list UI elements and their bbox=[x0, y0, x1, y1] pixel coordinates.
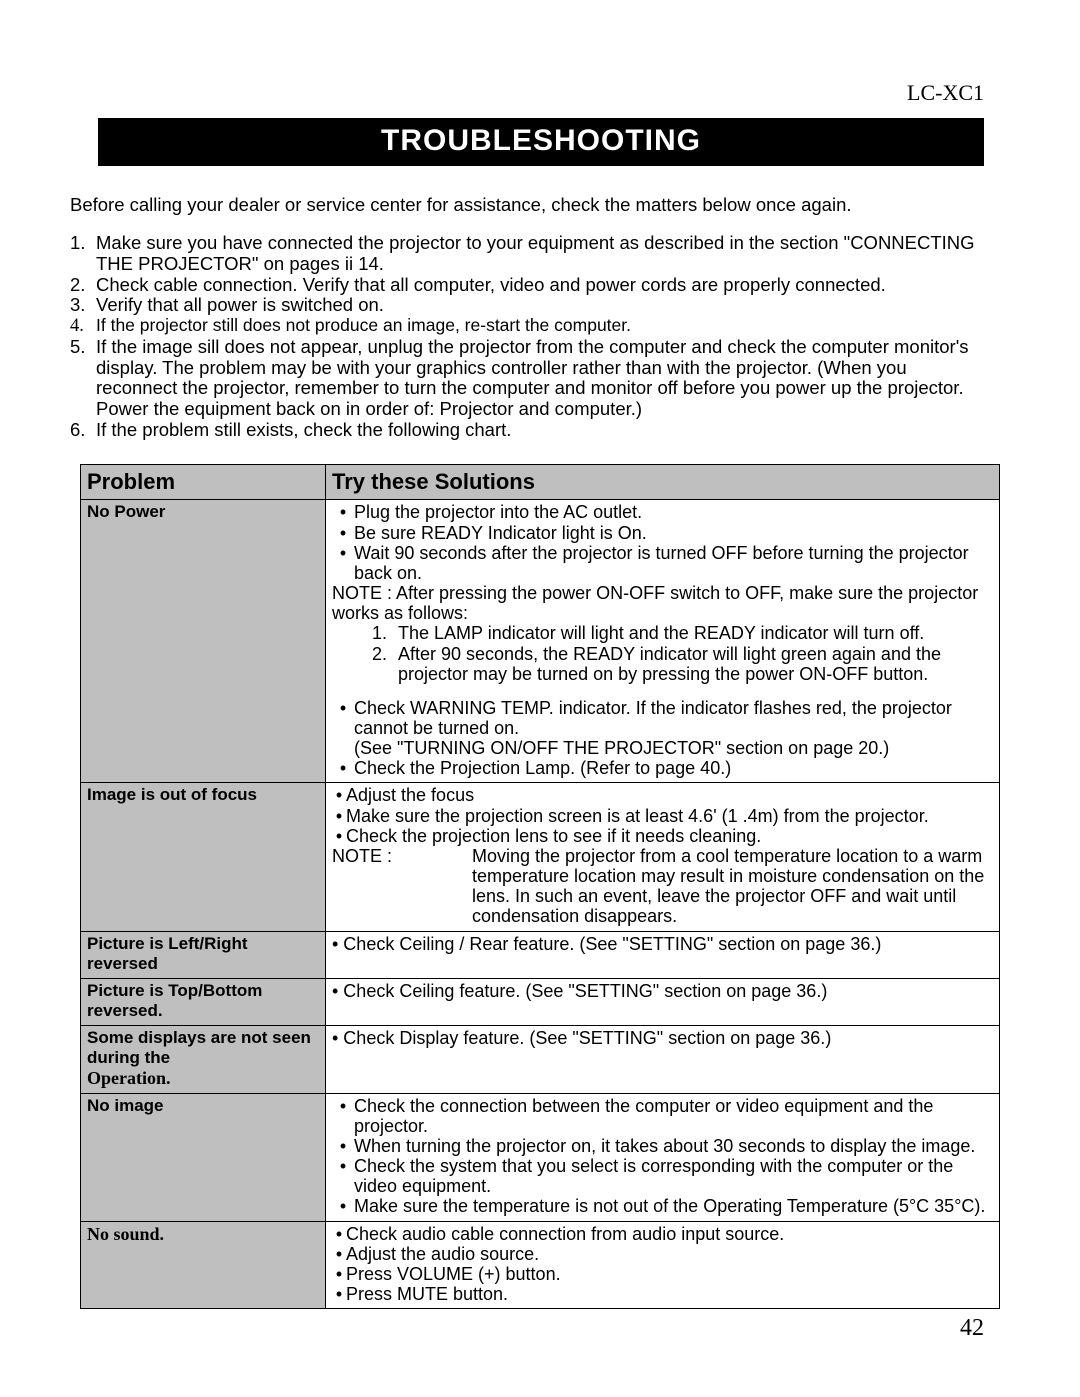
problem-cell: Picture is Top/Bottom reversed. bbox=[81, 978, 326, 1025]
table-row: No image •Check the connection between t… bbox=[81, 1093, 1000, 1221]
troubleshooting-table: Problem Try these Solutions No Power •Pl… bbox=[80, 464, 1000, 1309]
problem-cell: No Power bbox=[81, 500, 326, 783]
title-banner: TROUBLESHOOTING bbox=[98, 118, 984, 166]
solution-cell: •Adjust the focus •Make sure the project… bbox=[326, 783, 1000, 931]
solution-cell: •Check the connection between the comput… bbox=[326, 1093, 1000, 1221]
problem-cell: No sound. bbox=[81, 1221, 326, 1309]
page-root: LC-XC1 TROUBLESHOOTING Before calling yo… bbox=[0, 0, 1080, 1382]
problem-cell: Picture is Left/Right reversed bbox=[81, 931, 326, 978]
table-row: No sound. •Check audio cable connection … bbox=[81, 1221, 1000, 1309]
table-row: No Power •Plug the projector into the AC… bbox=[81, 500, 1000, 783]
problem-cell: No image bbox=[81, 1093, 326, 1221]
solution-cell: •Plug the projector into the AC outlet. … bbox=[326, 500, 1000, 783]
solution-cell: • Check Display feature. (See "SETTING" … bbox=[326, 1025, 1000, 1093]
step-item: 2.Check cable connection. Verify that al… bbox=[70, 275, 990, 296]
step-item: 1.Make sure you have connected the proje… bbox=[70, 233, 990, 274]
table-row: Picture is Top/Bottom reversed. • Check … bbox=[81, 978, 1000, 1025]
intro-text: Before calling your dealer or service ce… bbox=[70, 194, 990, 215]
step-item: 6.If the problem still exists, check the… bbox=[70, 420, 990, 441]
table-row: Some displays are not seen during the Op… bbox=[81, 1025, 1000, 1093]
table-row: Picture is Left/Right reversed • Check C… bbox=[81, 931, 1000, 978]
model-label: LC-XC1 bbox=[70, 80, 990, 106]
solution-cell: •Check audio cable connection from audio… bbox=[326, 1221, 1000, 1309]
table-header-solution: Try these Solutions bbox=[326, 465, 1000, 500]
step-item: 4.If the projector still does not produc… bbox=[70, 316, 990, 337]
page-number: 42 bbox=[70, 1315, 990, 1342]
steps-list: 1.Make sure you have connected the proje… bbox=[70, 233, 990, 440]
solution-cell: • Check Ceiling / Rear feature. (See "SE… bbox=[326, 931, 1000, 978]
step-item: 5.If the image sill does not appear, unp… bbox=[70, 337, 990, 420]
problem-cell: Image is out of focus bbox=[81, 783, 326, 931]
step-item: 3.Verify that all power is switched on. bbox=[70, 295, 990, 316]
solution-cell: • Check Ceiling feature. (See "SETTING" … bbox=[326, 978, 1000, 1025]
table-header-problem: Problem bbox=[81, 465, 326, 500]
problem-cell: Some displays are not seen during the Op… bbox=[81, 1025, 326, 1093]
table-row: Image is out of focus •Adjust the focus … bbox=[81, 783, 1000, 931]
